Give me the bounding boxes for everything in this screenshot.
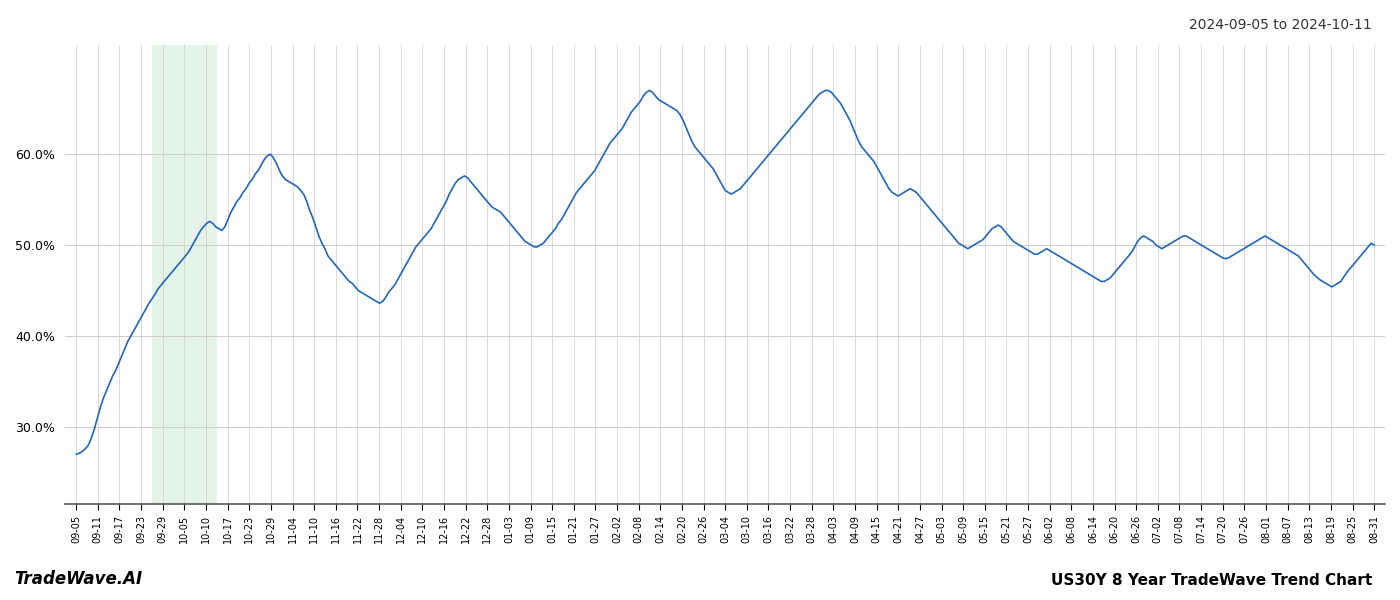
Bar xyxy=(153,45,217,504)
Text: 2024-09-05 to 2024-10-11: 2024-09-05 to 2024-10-11 xyxy=(1189,18,1372,32)
Text: TradeWave.AI: TradeWave.AI xyxy=(14,570,143,588)
Text: US30Y 8 Year TradeWave Trend Chart: US30Y 8 Year TradeWave Trend Chart xyxy=(1051,573,1372,588)
